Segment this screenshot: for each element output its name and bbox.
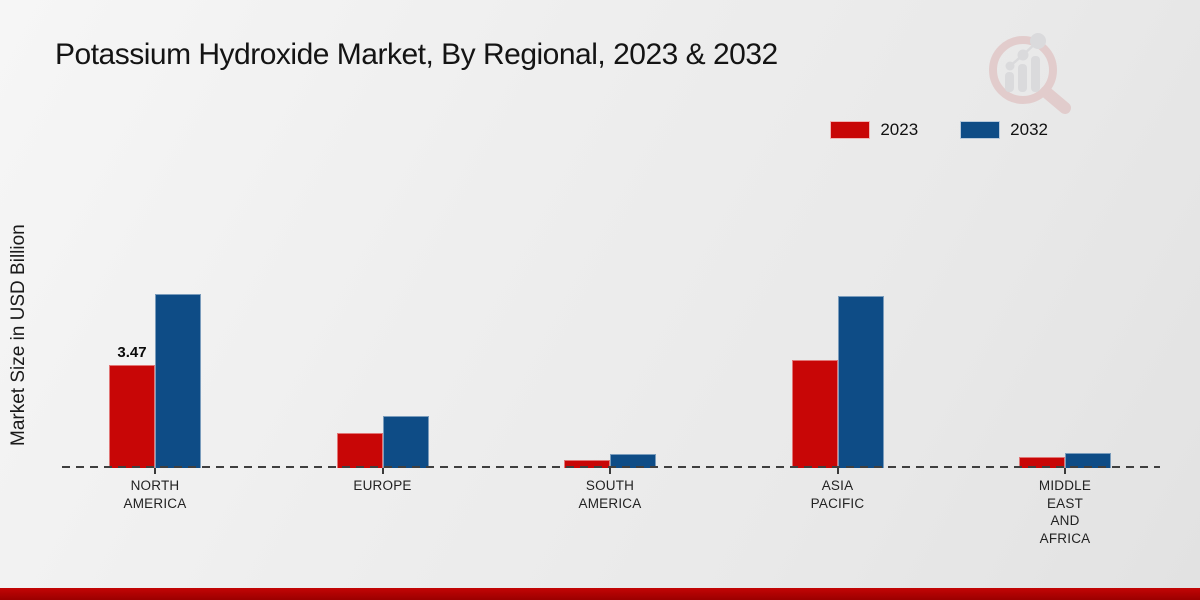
data-label-2023: 3.47 <box>117 344 147 361</box>
bar-2023-asia-pacific <box>791 360 838 468</box>
category-label-line: AND <box>1050 513 1080 528</box>
bar-2023-europe <box>336 433 383 468</box>
category-label-line: ASIA <box>821 478 854 493</box>
bar-2032-europe <box>382 416 429 468</box>
y-axis-label: Market Size in USD Billion <box>8 224 29 446</box>
category-label-north-america: NORTH AMERICA <box>85 477 225 512</box>
category-label-middle-east-and-africa: MIDDLE EAST AND AFRICA <box>995 477 1135 547</box>
legend-label-2023: 2023 <box>880 120 919 139</box>
footer-accent-bar <box>0 588 1200 600</box>
legend-item-2032: 2032 <box>960 120 1048 140</box>
category-label-europe: EUROPE <box>313 477 453 495</box>
category-label-line: AFRICA <box>1039 530 1091 546</box>
category-label-line: AMERICA <box>578 495 642 511</box>
category-label-line: MIDDLE <box>1038 478 1092 493</box>
bar-2032-north-america <box>155 294 201 468</box>
bar-2032-middle-east-and-africa <box>1065 453 1111 468</box>
category-label-line: SOUTH <box>585 478 635 493</box>
category-label-line: NORTH <box>130 478 180 493</box>
axis-tick-north-america <box>154 468 156 474</box>
bar-2023-south-america <box>564 460 610 468</box>
legend: 2023 2032 <box>830 120 1048 140</box>
category-label-south-america: SOUTH AMERICA <box>540 477 680 512</box>
legend-label-2032: 2032 <box>1010 120 1048 139</box>
category-label-asia-pacific: ASIA PACIFIC <box>768 477 908 512</box>
bar-2023-north-america <box>109 365 155 468</box>
axis-tick-asia-pacific <box>836 468 839 474</box>
axis-tick-south-america <box>609 468 611 474</box>
legend-swatch-2023 <box>830 121 871 139</box>
legend-item-2023: 2023 <box>830 120 918 140</box>
bar-2032-south-america <box>610 454 656 468</box>
bar-2032-asia-pacific <box>837 296 884 468</box>
x-axis-baseline <box>62 466 1160 468</box>
category-label-line: AMERICA <box>123 495 187 511</box>
legend-swatch-2032 <box>960 121 1001 139</box>
bar-2023-middle-east-and-africa <box>1019 457 1065 468</box>
category-label-line: EAST <box>1046 495 1084 511</box>
axis-tick-europe <box>381 468 384 474</box>
axis-tick-middle-east-and-africa <box>1064 468 1066 474</box>
magnifier-chart-logo-icon <box>989 33 1071 114</box>
category-label-line: PACIFIC <box>810 495 865 511</box>
chart-title: Potassium Hydroxide Market, By Regional,… <box>55 38 778 71</box>
category-label-line: EUROPE <box>353 478 412 493</box>
